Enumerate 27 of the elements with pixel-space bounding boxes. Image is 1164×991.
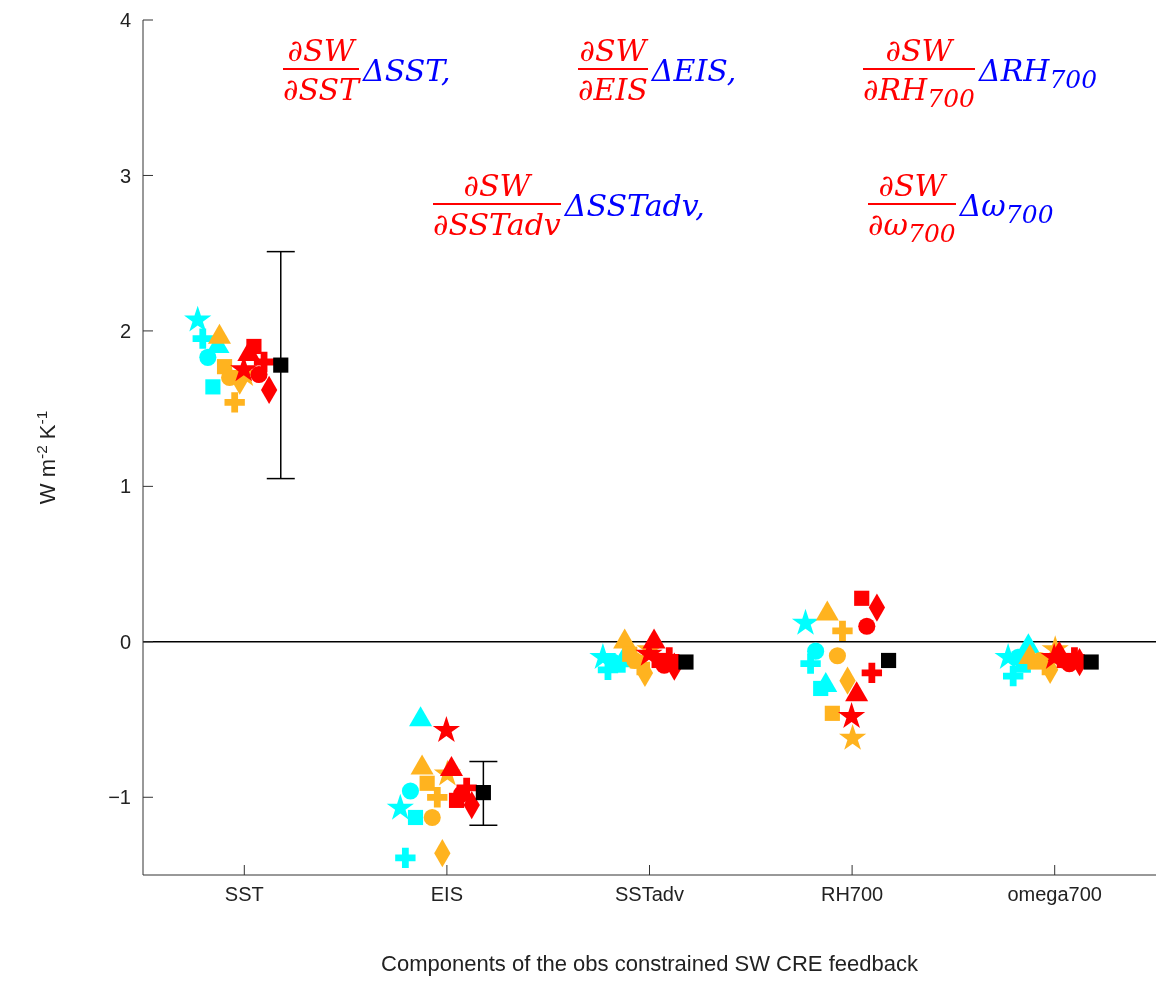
x-tick-label: SST <box>224 883 264 906</box>
annotation: ∂SW <box>579 33 647 68</box>
x-tick-label: RH700 <box>820 883 884 906</box>
annotation: Δω$_{700}$ <box>959 187 1054 229</box>
x-tick-label: SSTadv <box>615 883 684 906</box>
x-axis-title: Components of the obs constrained SW CRE feedback <box>381 951 919 976</box>
annotation: ΔRH$_{700}$ <box>978 52 1098 94</box>
x-tick-label: EIS <box>430 883 464 906</box>
annotation: ∂SSTadv <box>433 203 561 242</box>
annotation: ∂SW <box>885 33 953 68</box>
annotation: ΔSSTadv, <box>564 187 705 223</box>
y-tick-label: 4 <box>119 9 131 32</box>
annotation: ΔSST, <box>363 52 451 88</box>
annotation: ∂RH$_{700}$ <box>863 68 975 113</box>
annotation: ∂ω$_{700}$ <box>868 203 956 248</box>
annotation: ∂SW <box>878 168 946 203</box>
annotation: ∂SST <box>283 68 360 107</box>
y-tick-label: 2 <box>119 320 131 343</box>
annotation: ∂EIS <box>578 68 648 107</box>
x-tick-label: omega700 <box>1007 883 1102 906</box>
annotation: ∂SW <box>287 33 355 68</box>
annotation: ΔEIS, <box>651 52 737 88</box>
y-tick-label: 0 <box>119 630 131 653</box>
y-tick-label: 3 <box>119 164 131 187</box>
annotation: ∂SW <box>463 168 531 203</box>
y-tick-label: −1 <box>108 786 131 809</box>
y-tick-label: 1 <box>119 475 131 498</box>
